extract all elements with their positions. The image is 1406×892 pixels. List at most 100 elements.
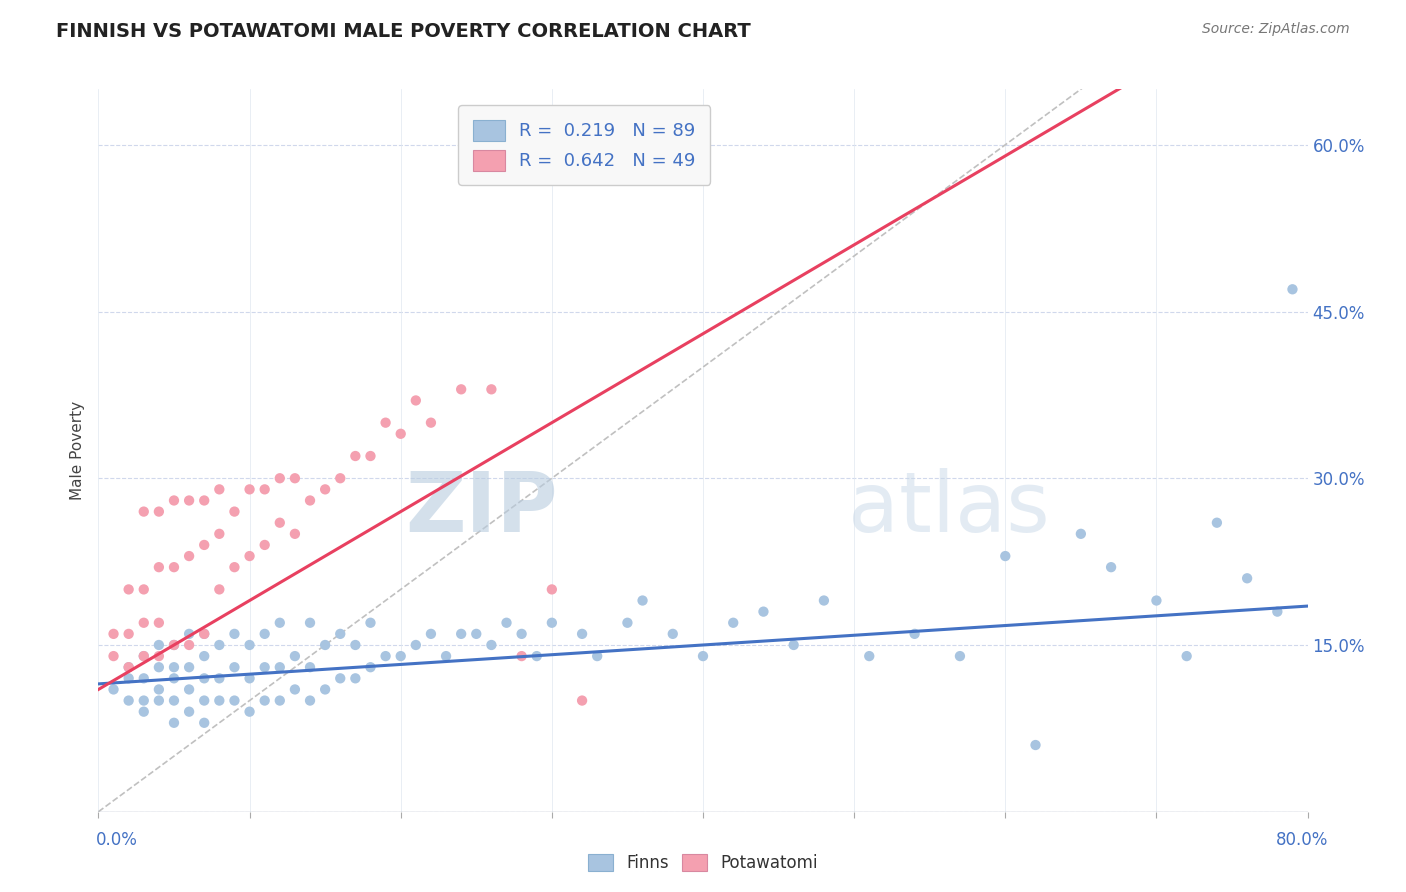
Point bbox=[193, 538, 215, 552]
Point bbox=[163, 715, 186, 730]
Point bbox=[526, 649, 548, 664]
Point bbox=[314, 483, 336, 497]
Point bbox=[224, 627, 246, 641]
Point bbox=[284, 526, 307, 541]
Point bbox=[132, 649, 155, 664]
Point bbox=[193, 693, 215, 707]
Point bbox=[163, 693, 186, 707]
Point bbox=[465, 627, 488, 641]
Point bbox=[118, 660, 141, 674]
Point bbox=[1024, 738, 1046, 752]
Point bbox=[193, 493, 215, 508]
Point bbox=[208, 526, 231, 541]
Point bbox=[179, 493, 201, 508]
Point bbox=[299, 660, 322, 674]
Point bbox=[344, 671, 367, 685]
Point bbox=[510, 649, 533, 664]
Point bbox=[1281, 282, 1303, 296]
Point bbox=[239, 705, 262, 719]
Point bbox=[148, 682, 170, 697]
Text: 0.0%: 0.0% bbox=[96, 831, 138, 849]
Point bbox=[1144, 593, 1167, 607]
Point bbox=[148, 560, 170, 574]
Point bbox=[239, 483, 262, 497]
Point bbox=[179, 660, 201, 674]
Point bbox=[631, 593, 654, 607]
Point bbox=[329, 471, 352, 485]
Point bbox=[193, 649, 215, 664]
Point bbox=[118, 582, 141, 597]
Point bbox=[132, 671, 155, 685]
Point bbox=[163, 660, 186, 674]
Point bbox=[224, 560, 246, 574]
Text: atlas: atlas bbox=[848, 467, 1050, 549]
Point bbox=[179, 549, 201, 563]
Point bbox=[269, 693, 291, 707]
Point bbox=[148, 660, 170, 674]
Point bbox=[571, 693, 593, 707]
Point bbox=[344, 638, 367, 652]
Text: Source: ZipAtlas.com: Source: ZipAtlas.com bbox=[1202, 22, 1350, 37]
Point bbox=[314, 638, 336, 652]
Point bbox=[193, 627, 215, 641]
Text: ZIP: ZIP bbox=[405, 467, 558, 549]
Point bbox=[179, 627, 201, 641]
Point bbox=[179, 682, 201, 697]
Point bbox=[405, 638, 427, 652]
Point bbox=[103, 627, 125, 641]
Point bbox=[1070, 526, 1092, 541]
Point bbox=[510, 627, 533, 641]
Point bbox=[163, 560, 186, 574]
Point bbox=[118, 671, 141, 685]
Point bbox=[163, 671, 186, 685]
Point bbox=[1099, 560, 1122, 574]
Point bbox=[148, 505, 170, 519]
Point bbox=[858, 649, 880, 664]
Point bbox=[118, 660, 141, 674]
Point bbox=[571, 627, 593, 641]
Point bbox=[723, 615, 745, 630]
Point bbox=[344, 449, 367, 463]
Point bbox=[314, 682, 336, 697]
Point bbox=[148, 693, 170, 707]
Point bbox=[374, 416, 396, 430]
Point bbox=[434, 649, 457, 664]
Point bbox=[208, 693, 231, 707]
Point bbox=[284, 682, 307, 697]
Point bbox=[1267, 605, 1289, 619]
Point bbox=[224, 505, 246, 519]
Legend: Finns, Potawatomi: Finns, Potawatomi bbox=[581, 847, 825, 879]
Point bbox=[904, 627, 927, 641]
Point bbox=[1236, 571, 1258, 585]
Point bbox=[132, 615, 155, 630]
Point bbox=[132, 705, 155, 719]
Point bbox=[208, 638, 231, 652]
Point bbox=[163, 638, 186, 652]
Text: 80.0%: 80.0% bbox=[1277, 831, 1329, 849]
Point bbox=[586, 649, 609, 664]
Point bbox=[752, 605, 775, 619]
Point bbox=[208, 582, 231, 597]
Point bbox=[374, 649, 396, 664]
Point bbox=[1175, 649, 1198, 664]
Point bbox=[299, 693, 322, 707]
Point bbox=[994, 549, 1017, 563]
Point bbox=[118, 693, 141, 707]
Point bbox=[193, 671, 215, 685]
Point bbox=[269, 471, 291, 485]
Point bbox=[360, 615, 382, 630]
Point bbox=[148, 638, 170, 652]
Point bbox=[148, 615, 170, 630]
Point bbox=[253, 693, 276, 707]
Point bbox=[132, 505, 155, 519]
Point bbox=[193, 715, 215, 730]
Point bbox=[616, 615, 638, 630]
Point bbox=[253, 483, 276, 497]
Point bbox=[481, 382, 503, 396]
Point bbox=[224, 693, 246, 707]
Point bbox=[420, 627, 443, 641]
Point bbox=[103, 649, 125, 664]
Point bbox=[389, 426, 412, 441]
Point bbox=[132, 693, 155, 707]
Point bbox=[208, 671, 231, 685]
